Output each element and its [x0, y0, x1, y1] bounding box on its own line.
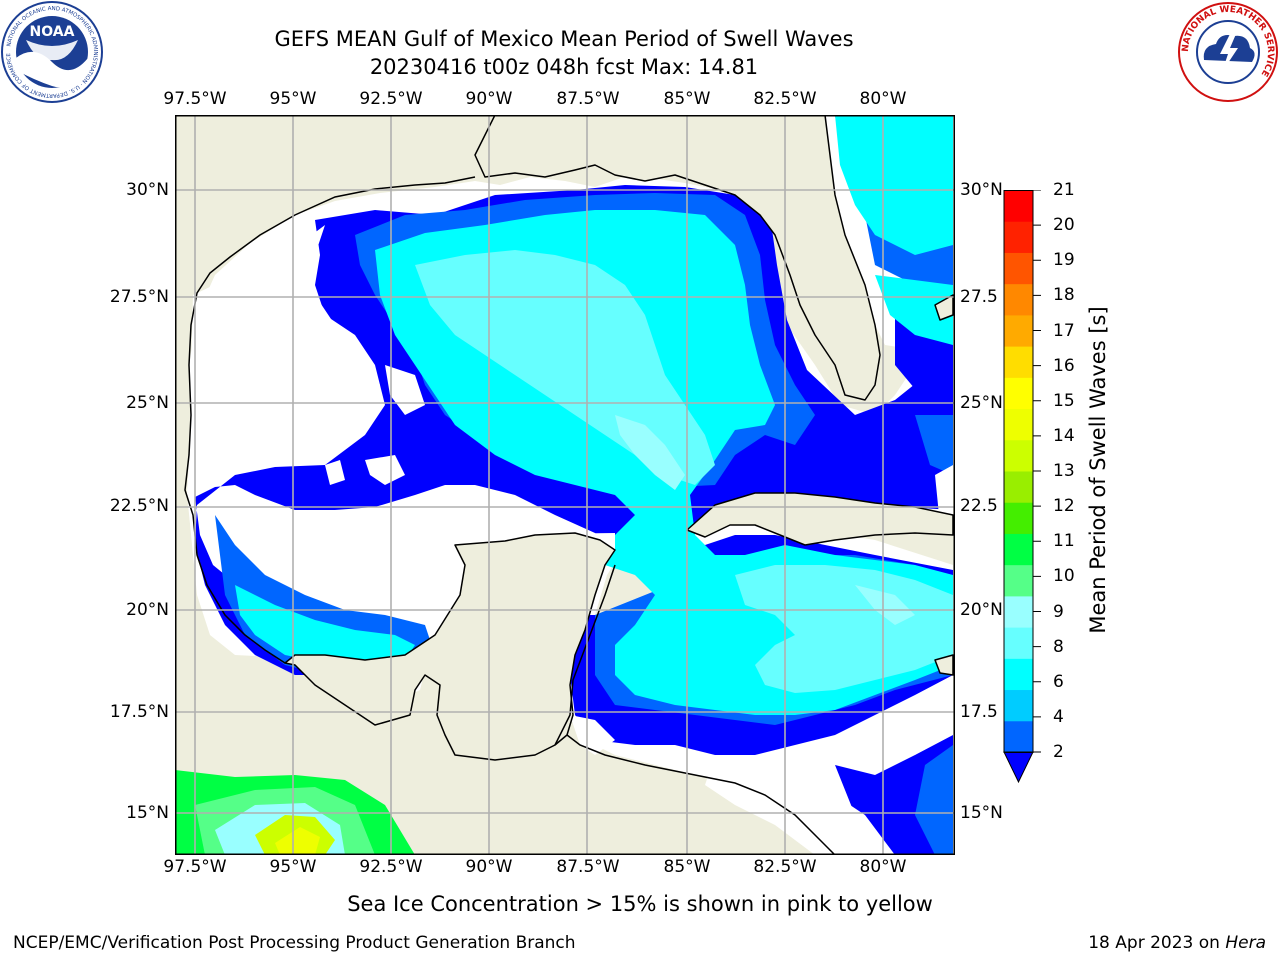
longitude-label: 85°W	[663, 89, 711, 109]
footer-date: 18 Apr 2023 on Hera	[1088, 933, 1266, 953]
colorbar-segment	[1004, 439, 1033, 472]
colorbar-tick-label: 13	[1053, 461, 1075, 481]
coastline-west	[184, 176, 476, 664]
colorbar-segment	[1004, 377, 1033, 410]
latitude-label: 22.5	[960, 496, 998, 516]
longitude-label: 92.5°W	[359, 89, 423, 109]
latitude-label: 15°N	[126, 803, 169, 823]
colorbar-tick-label: 17	[1053, 320, 1075, 341]
colorbar-segment	[1004, 252, 1033, 285]
graticule	[175, 115, 955, 855]
footer-credit: NCEP/EMC/Verification Post Processing Pr…	[13, 933, 576, 953]
colorbar-segment	[1004, 190, 1033, 222]
colorbar-tick-label: 12	[1053, 496, 1075, 517]
cuba-land	[686, 492, 954, 546]
colorbar-segment	[1004, 595, 1033, 628]
colorbar-tick-label: 18	[1053, 285, 1075, 306]
footer-host: Hera	[1225, 933, 1266, 953]
colorbar-segment	[1004, 689, 1033, 722]
colorbar-segment	[1004, 471, 1033, 503]
colorbar-segment	[1004, 627, 1033, 659]
colorbar-tick-label: 15	[1053, 390, 1075, 411]
footer-date-text: 18 Apr 2023 on	[1088, 933, 1226, 953]
florida-land	[474, 115, 881, 401]
yucatan-land	[284, 532, 616, 761]
longitude-label: 95°W	[269, 857, 317, 877]
longitude-label: 97.5°W	[163, 89, 227, 109]
colorbar-tick-label: 4	[1053, 706, 1064, 727]
colorbar-segment	[1004, 533, 1033, 566]
land-masses	[284, 115, 954, 761]
noaa-logo-text: NOAA	[30, 24, 75, 40]
colorbar-segment	[1004, 564, 1033, 597]
latitude-label: 17.5	[960, 702, 998, 722]
map-panel	[175, 115, 955, 855]
latitude-label: 17.5°N	[109, 702, 169, 722]
colorbar-tick-label: 9	[1053, 601, 1064, 622]
colorbar-tick-label: 16	[1053, 355, 1075, 376]
colorbar-title: Mean Period of Swell Waves [s]	[1086, 306, 1110, 634]
longitude-label: 80°W	[859, 89, 907, 109]
longitude-label: 97.5°W	[163, 857, 227, 877]
latitude-label: 30°N	[126, 180, 169, 200]
colorbar-segment	[1004, 221, 1033, 253]
colorbar-segment	[1004, 408, 1033, 441]
longitude-label: 87.5°W	[556, 89, 620, 109]
nws-logo: NATIONAL WEATHER SERVICE	[1178, 2, 1278, 102]
longitude-label: 95°W	[269, 89, 317, 109]
colorbar-tick-label: 11	[1053, 531, 1075, 552]
latitude-label: 25°N	[126, 393, 169, 413]
colorbar-segment	[1004, 720, 1033, 753]
colorbar-tick-label: 19	[1053, 250, 1075, 271]
latitude-label: 15°N	[960, 803, 1003, 823]
chart-title: GEFS MEAN Gulf of Mexico Mean Period of …	[274, 27, 854, 51]
longitude-label: 90°W	[465, 857, 513, 877]
colorbar-segment	[1004, 346, 1033, 378]
map-frame	[175, 115, 955, 855]
colorbar-tick-label: 14	[1053, 425, 1075, 446]
longitude-label: 92.5°W	[359, 857, 423, 877]
colorbar-segment	[1004, 283, 1033, 316]
sea-ice-caption: Sea Ice Concentration > 15% is shown in …	[347, 892, 933, 916]
longitude-label: 90°W	[465, 89, 513, 109]
latitude-label: 22.5°N	[109, 496, 169, 516]
longitude-label: 87.5°W	[556, 857, 620, 877]
chart-subtitle: 20230416 t00z 048h fcst Max: 14.81	[369, 55, 759, 79]
colorbar-tick-label: 6	[1053, 671, 1064, 692]
colorbar	[1003, 190, 1041, 784]
longitude-label: 82.5°W	[753, 89, 817, 109]
swell-period-fill-8-9	[615, 415, 915, 625]
longitude-label: 85°W	[663, 857, 711, 877]
colorbar-tick-label: 8	[1053, 636, 1064, 657]
bahamas-land	[934, 294, 954, 321]
latitude-label: 20°N	[960, 600, 1003, 620]
colorbar-segment	[1004, 314, 1033, 347]
colorbar-tick-label: 21	[1053, 180, 1075, 200]
colorbar-under-arrow	[1003, 751, 1034, 784]
latitude-label: 27.5°N	[109, 287, 169, 307]
latitude-label: 27.5	[960, 287, 998, 307]
jamaica-land	[934, 654, 954, 676]
longitude-label: 80°W	[859, 857, 907, 877]
colorbar-tick-label: 2	[1053, 742, 1064, 762]
latitude-label: 25°N	[960, 393, 1003, 413]
colorbar-segment	[1004, 658, 1033, 691]
noaa-logo: NOAA NATIONAL OCEANIC AND ATMOSPHERIC AD…	[1, 1, 103, 103]
longitude-label: 82.5°W	[753, 857, 817, 877]
colorbar-tick-label: 20	[1053, 215, 1075, 236]
colorbar-segment	[1004, 502, 1033, 534]
latitude-label: 20°N	[126, 600, 169, 620]
colorbar-tick-label: 10	[1053, 566, 1075, 587]
coastline-central-america	[554, 564, 836, 855]
latitude-label: 30°N	[960, 180, 1003, 200]
